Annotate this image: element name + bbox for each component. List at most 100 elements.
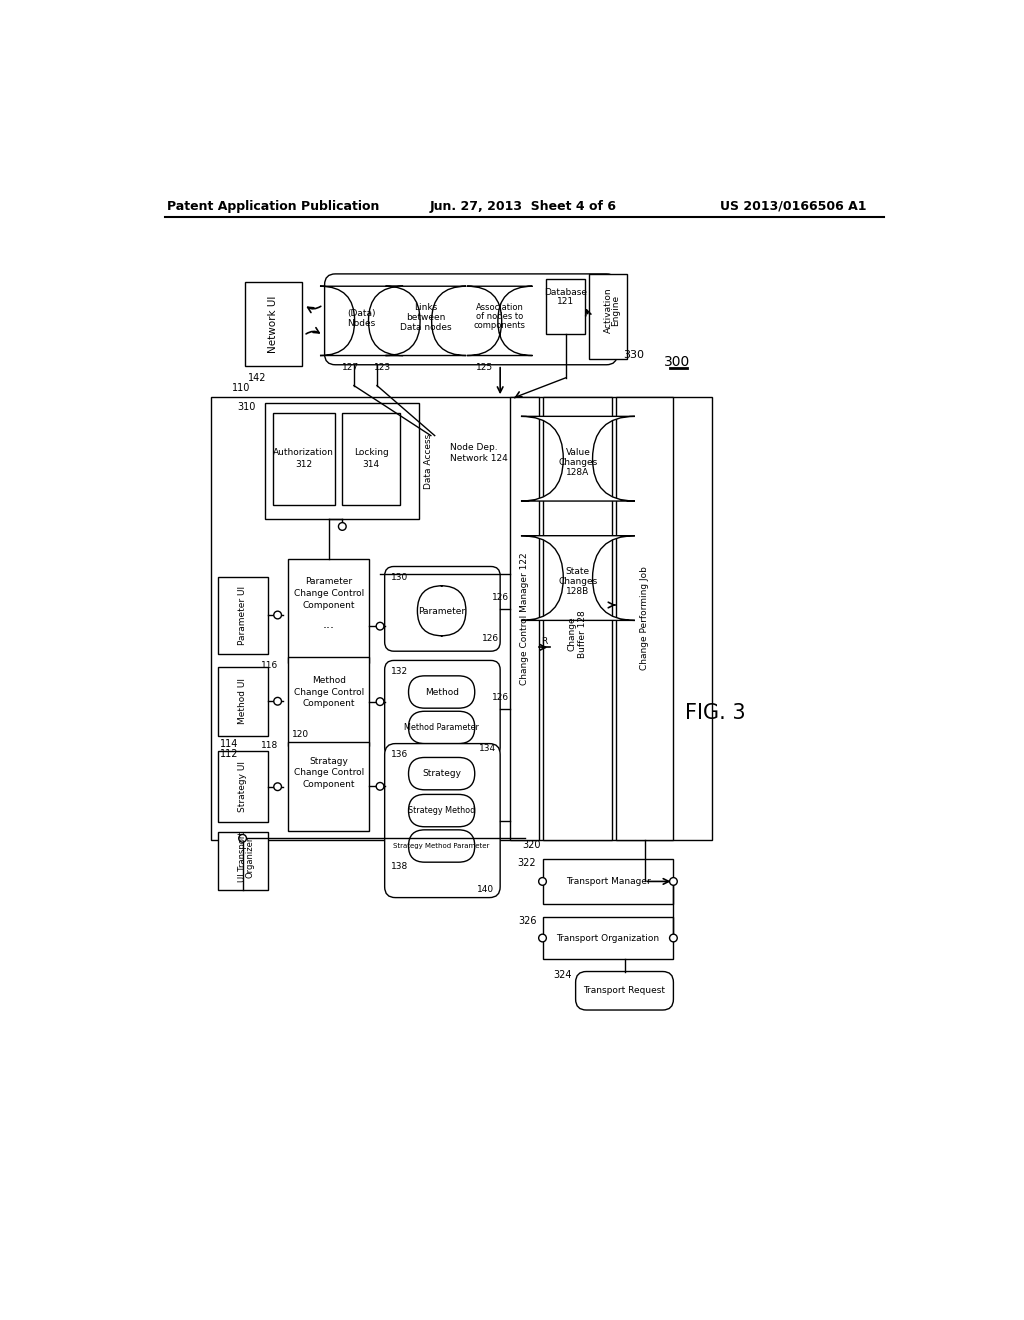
Text: 114: 114 <box>220 739 239 748</box>
Text: ...: ... <box>323 618 335 631</box>
FancyBboxPatch shape <box>319 286 403 355</box>
Bar <box>543 397 611 840</box>
Text: Value: Value <box>565 447 591 457</box>
Bar <box>217 751 267 822</box>
Text: Strategy: Strategy <box>422 770 461 777</box>
Text: Transport Organization: Transport Organization <box>556 933 659 942</box>
Bar <box>245 281 302 367</box>
FancyBboxPatch shape <box>575 972 674 1010</box>
Bar <box>589 275 628 359</box>
Text: Locking: Locking <box>354 447 388 457</box>
FancyBboxPatch shape <box>385 743 500 898</box>
Circle shape <box>339 523 346 531</box>
Bar <box>217 667 267 737</box>
Text: 300: 300 <box>665 355 690 370</box>
Text: Component: Component <box>302 700 355 708</box>
Text: 314: 314 <box>362 461 380 470</box>
Bar <box>342 413 400 506</box>
Text: Change Control: Change Control <box>294 688 364 697</box>
Text: Strategy UI: Strategy UI <box>239 762 247 812</box>
Text: Change Control Manager 122: Change Control Manager 122 <box>520 552 529 685</box>
Bar <box>273 413 335 506</box>
Text: Patent Application Publication: Patent Application Publication <box>167 199 379 213</box>
Text: 125: 125 <box>475 363 493 372</box>
Text: Change
Buffer 128: Change Buffer 128 <box>567 610 587 657</box>
Text: 126: 126 <box>492 593 509 602</box>
Text: R: R <box>541 638 547 647</box>
Text: 116: 116 <box>261 660 279 669</box>
Text: Node Dep.: Node Dep. <box>451 442 498 451</box>
Text: Association: Association <box>475 302 523 312</box>
Text: Method: Method <box>425 688 459 697</box>
Circle shape <box>376 622 384 630</box>
Text: Changes: Changes <box>558 458 598 467</box>
Text: 128A: 128A <box>566 469 590 477</box>
Bar <box>289 657 370 746</box>
Text: 126: 126 <box>492 693 509 701</box>
FancyBboxPatch shape <box>409 830 475 862</box>
Text: Network 124: Network 124 <box>451 454 508 463</box>
FancyBboxPatch shape <box>385 660 500 756</box>
Text: 127: 127 <box>342 363 358 372</box>
Text: State: State <box>566 568 590 577</box>
FancyBboxPatch shape <box>325 275 617 364</box>
Text: Component: Component <box>302 601 355 610</box>
Text: Data Access: Data Access <box>424 433 433 488</box>
Text: Change Control: Change Control <box>294 589 364 598</box>
Text: Change Control: Change Control <box>294 768 364 777</box>
Text: 320: 320 <box>522 841 541 850</box>
Text: Stratagy: Stratagy <box>309 756 348 766</box>
Text: Parameter UI: Parameter UI <box>239 586 247 644</box>
Text: components: components <box>473 321 525 330</box>
Text: Change Performing Job: Change Performing Job <box>640 566 649 671</box>
Text: Transport Request: Transport Request <box>584 986 666 995</box>
Text: 326: 326 <box>518 916 537 925</box>
Text: 120: 120 <box>292 730 309 739</box>
Circle shape <box>273 611 282 619</box>
Text: 312: 312 <box>295 461 312 470</box>
Circle shape <box>670 935 677 942</box>
Bar <box>289 742 370 830</box>
Circle shape <box>273 783 282 791</box>
Bar <box>289 558 370 663</box>
Text: Links: Links <box>414 304 437 313</box>
Text: Parameter: Parameter <box>418 607 465 615</box>
Text: 126: 126 <box>481 634 499 643</box>
Text: 138: 138 <box>391 862 409 871</box>
Text: Method: Method <box>312 676 346 685</box>
Circle shape <box>539 878 547 886</box>
Text: 112: 112 <box>220 748 239 759</box>
Text: Method Parameter: Method Parameter <box>404 723 479 731</box>
Text: 134: 134 <box>479 744 497 752</box>
Text: 121: 121 <box>557 297 574 306</box>
Circle shape <box>376 698 384 705</box>
Text: 324: 324 <box>553 970 571 981</box>
Text: Transport Manager: Transport Manager <box>565 876 650 886</box>
FancyBboxPatch shape <box>418 586 466 636</box>
FancyBboxPatch shape <box>409 711 475 743</box>
Bar <box>547 279 585 334</box>
Circle shape <box>670 878 677 886</box>
Bar <box>543 859 674 904</box>
Text: Method UI: Method UI <box>239 678 247 725</box>
Text: 142: 142 <box>249 372 267 383</box>
Text: 136: 136 <box>391 750 409 759</box>
Text: 128B: 128B <box>566 587 590 597</box>
Text: Network UI: Network UI <box>268 296 279 352</box>
Text: 123: 123 <box>374 363 391 372</box>
Text: 322: 322 <box>518 858 537 869</box>
Text: of nodes to: of nodes to <box>476 312 523 321</box>
Text: Organizer: Organizer <box>246 837 255 878</box>
Bar <box>510 397 540 840</box>
FancyBboxPatch shape <box>467 286 532 355</box>
Text: US 2013/0166506 A1: US 2013/0166506 A1 <box>720 199 866 213</box>
Bar <box>211 397 712 840</box>
FancyBboxPatch shape <box>521 416 635 502</box>
Text: Engine: Engine <box>611 294 621 326</box>
Text: 330: 330 <box>623 350 644 360</box>
Text: Nodes: Nodes <box>347 318 376 327</box>
Bar <box>217 577 267 653</box>
FancyBboxPatch shape <box>409 758 475 789</box>
Text: Authorization: Authorization <box>273 447 334 457</box>
Bar <box>217 832 267 890</box>
